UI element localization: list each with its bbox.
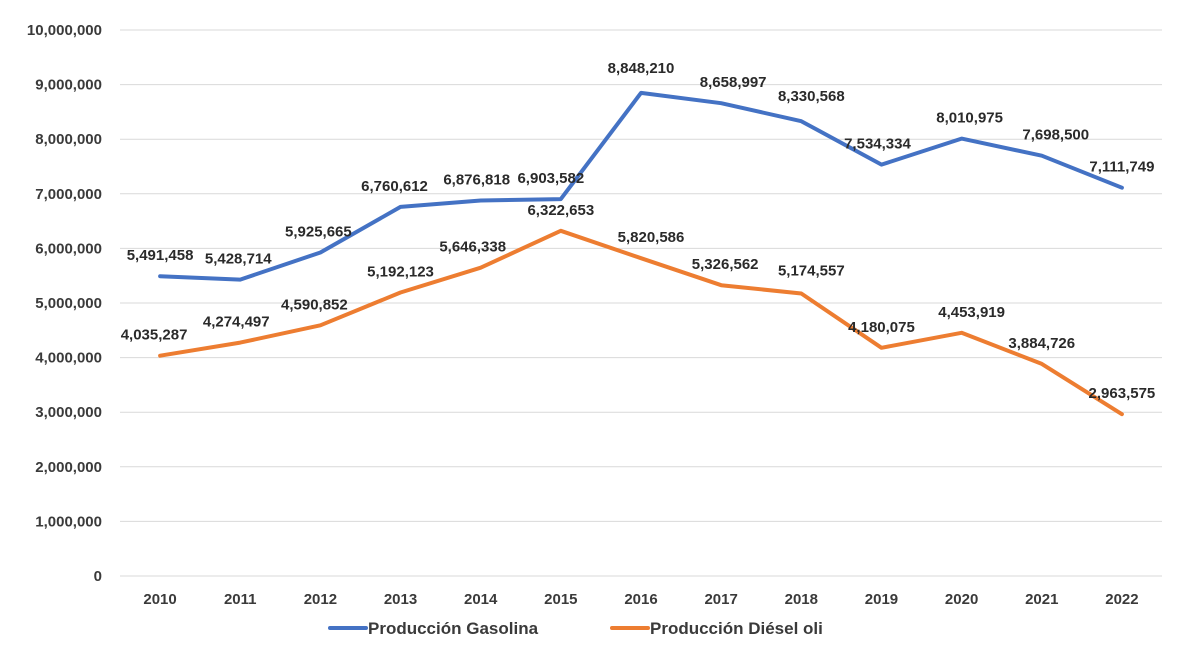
series-line-gasolina <box>158 90 1124 282</box>
x-tick-label: 2021 <box>1025 591 1058 608</box>
data-label: 5,326,562 <box>692 256 759 273</box>
x-tick-label: 2015 <box>544 591 577 608</box>
series-line-diesel <box>158 228 1124 417</box>
data-label: 4,590,852 <box>281 296 348 313</box>
x-tick-label: 2016 <box>624 591 657 608</box>
data-label: 6,760,612 <box>361 178 428 195</box>
y-tick-label: 2,000,000 <box>35 459 102 476</box>
x-tick-label: 2019 <box>865 591 898 608</box>
gridlines <box>120 29 1162 577</box>
data-label: 5,174,557 <box>778 262 845 279</box>
data-label: 6,903,582 <box>517 170 584 187</box>
data-label: 2,963,575 <box>1089 385 1156 402</box>
data-label: 5,820,586 <box>618 229 685 246</box>
y-tick-label: 4,000,000 <box>35 350 102 367</box>
data-label: 7,534,334 <box>844 136 911 153</box>
data-label: 7,111,749 <box>1089 159 1154 176</box>
y-tick-label: 3,000,000 <box>35 404 102 421</box>
x-tick-label: 2018 <box>785 591 818 608</box>
y-tick-label: 8,000,000 <box>35 131 102 148</box>
x-tick-label: 2010 <box>143 591 176 608</box>
data-label: 5,646,338 <box>439 239 506 256</box>
data-labels: 5,491,458 5,428,714 5,925,665 6,760,612 6,87… <box>121 60 1156 402</box>
x-tick-label: 2022 <box>1105 591 1138 608</box>
x-tick-label: 2020 <box>945 591 978 608</box>
y-tick-label: 9,000,000 <box>35 77 102 94</box>
x-tick-label: 2012 <box>304 591 337 608</box>
x-tick-label: 2013 <box>384 591 417 608</box>
data-label: 6,322,653 <box>527 202 594 219</box>
x-tick-label: 2014 <box>464 591 498 608</box>
y-tick-label: 10,000,000 <box>27 22 102 39</box>
data-label: 8,658,997 <box>700 74 767 91</box>
y-tick-label: 6,000,000 <box>35 240 102 257</box>
legend-label: Producción Diésel oli <box>650 619 823 638</box>
x-tick-label: 2017 <box>704 591 737 608</box>
legend: Producción Gasolina Producción Diésel oli <box>328 619 823 638</box>
legend-label: Producción Gasolina <box>368 619 539 638</box>
data-label: 4,035,287 <box>121 327 188 344</box>
data-label: 8,848,210 <box>608 60 675 77</box>
data-label: 5,925,665 <box>285 223 352 240</box>
data-label: 5,192,123 <box>367 264 434 281</box>
series-lines <box>158 90 1124 417</box>
data-label: 4,180,075 <box>848 319 915 336</box>
data-label: 6,876,818 <box>443 172 510 189</box>
y-tick-label: 1,000,000 <box>35 513 102 530</box>
x-axis-ticks: 2010 2011 2012 2013 2014 2015 2016 2017 2018 2019… <box>143 591 1138 608</box>
y-tick-label: 0 <box>94 568 102 585</box>
data-label: 4,453,919 <box>938 304 1005 321</box>
y-tick-label: 5,000,000 <box>35 295 102 312</box>
y-tick-label: 7,000,000 <box>35 186 102 203</box>
data-label: 7,698,500 <box>1022 127 1089 144</box>
y-axis-ticks: 0 1,000,000 2,000,000 3,000,000 4,000,000 5,0… <box>27 22 102 585</box>
data-label: 3,884,726 <box>1008 335 1075 352</box>
x-tick-label: 2011 <box>224 591 257 608</box>
data-label: 5,428,714 <box>205 251 272 268</box>
data-label: 8,330,568 <box>778 88 845 105</box>
data-label: 8,010,975 <box>936 110 1003 127</box>
data-label: 4,274,497 <box>203 314 270 331</box>
data-label: 5,491,458 <box>127 247 194 264</box>
